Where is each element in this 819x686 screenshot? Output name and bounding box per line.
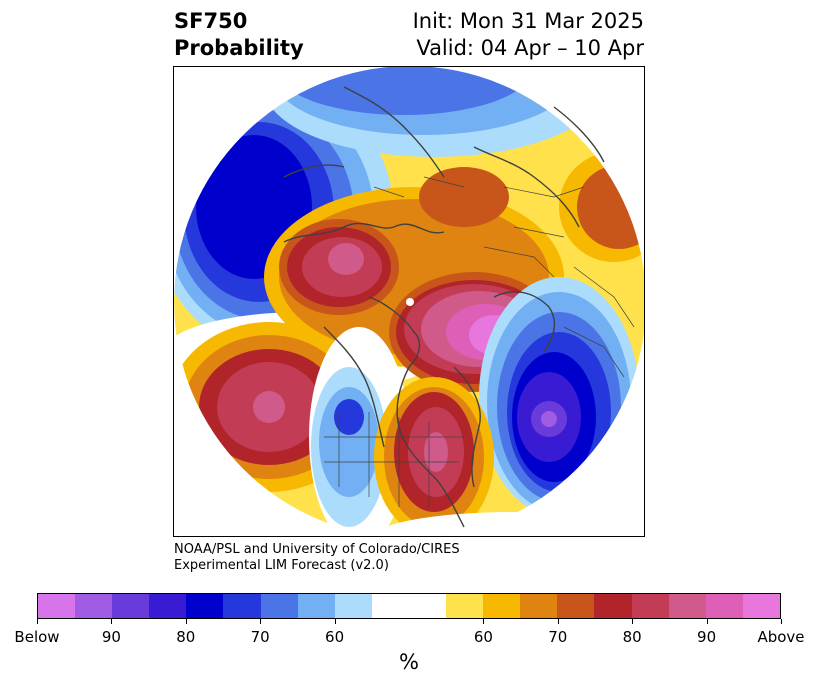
colorbar-tick-mark	[37, 619, 38, 624]
coastlines	[283, 86, 605, 528]
colorbar-segment	[112, 594, 150, 618]
colorbar-tick-mark	[260, 619, 262, 624]
colorbar-segment	[186, 594, 224, 618]
colorbar-segment	[223, 594, 261, 618]
colorbar-tick-mark	[632, 619, 634, 624]
colorbar-segment	[557, 594, 595, 618]
colorbar-segment	[742, 594, 780, 618]
valid-range: Valid: 04 Apr – 10 Apr	[416, 36, 644, 60]
colorbar-tick-label: 60	[473, 628, 493, 646]
colorbar-segment	[631, 594, 669, 618]
date-info: Init: Mon 31 Mar 2025 Valid: 04 Apr – 10…	[413, 8, 644, 62]
attribution: NOAA/PSL and University of Colorado/CIRE…	[174, 542, 460, 574]
forecast-map	[173, 66, 645, 537]
variable-label: SF750	[174, 9, 248, 33]
credit-line-2: Experimental LIM Forecast (v2.0)	[174, 558, 389, 573]
colorbar-tick-mark	[557, 619, 559, 624]
colorbar-segment	[297, 594, 335, 618]
colorbar-segment	[38, 594, 76, 618]
probability-label: Probability	[174, 36, 304, 60]
colorbar-tick-label: 90	[101, 628, 121, 646]
colorbar-segment	[668, 594, 706, 618]
colorbar-segment	[594, 594, 632, 618]
colorbar-segment	[334, 594, 372, 618]
colorbar-tick-label: Below	[14, 628, 60, 646]
colorbar-tick-label: 70	[548, 628, 568, 646]
colorbar-segment	[371, 594, 409, 618]
colorbar-segment	[408, 594, 447, 618]
colorbar-tick-mark	[185, 619, 187, 624]
colorbar-segment	[149, 594, 187, 618]
colorbar-segment	[75, 594, 113, 618]
colorbar-tick-label: Above	[757, 628, 805, 646]
colorbar-tick-label: 80	[622, 628, 642, 646]
colorbar-tick-label: 60	[325, 628, 345, 646]
colorbar-tick-label: 90	[697, 628, 717, 646]
colorbar-tick-mark	[781, 619, 782, 624]
colorbar-segment	[705, 594, 743, 618]
map-title: SF750 Probability	[174, 8, 304, 62]
colorbar-segment	[483, 594, 521, 618]
colorbar-tick-mark	[334, 619, 336, 624]
colorbar-tick-mark	[111, 619, 113, 624]
colorbar	[37, 593, 781, 619]
colorbar-tick-mark	[483, 619, 485, 624]
colorbar-tick-label: 80	[176, 628, 196, 646]
country-borders	[324, 176, 635, 507]
colorbar-segment	[446, 594, 484, 618]
colorbar-tick-mark	[706, 619, 708, 624]
colorbar-unit: %	[399, 650, 419, 674]
credit-line-1: NOAA/PSL and University of Colorado/CIRE…	[174, 542, 460, 557]
colorbar-segment	[260, 594, 298, 618]
colorbar-tick-label: 70	[250, 628, 270, 646]
colorbar-segment	[520, 594, 558, 618]
init-date: Init: Mon 31 Mar 2025	[412, 9, 644, 33]
polar-projection	[174, 67, 644, 536]
